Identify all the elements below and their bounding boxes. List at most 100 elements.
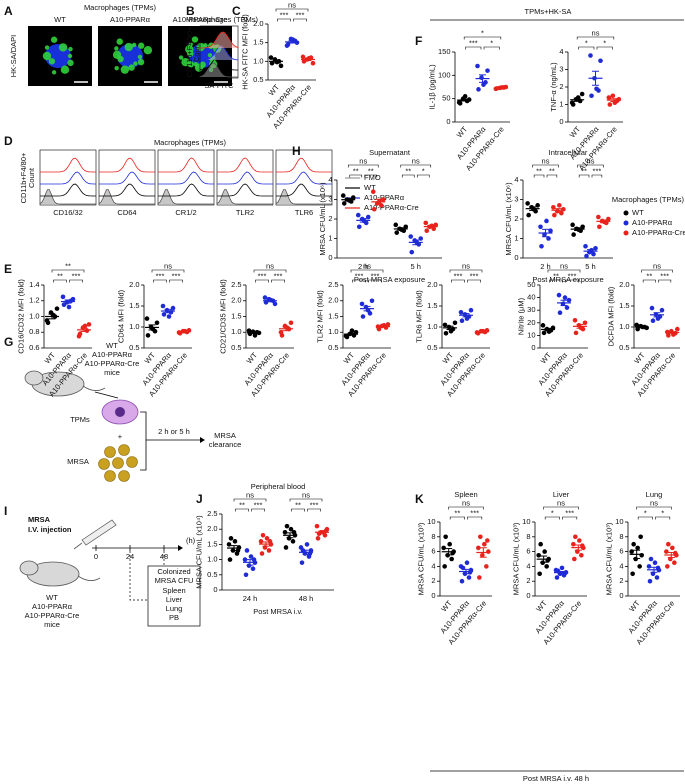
data-point [243, 572, 249, 578]
data-point [314, 523, 320, 529]
plus-sign: + [118, 432, 123, 441]
data-point [242, 557, 248, 562]
bacteria-signal [196, 42, 206, 52]
data-point [594, 86, 599, 92]
data-point [672, 560, 677, 565]
data-point [304, 542, 310, 547]
bacteria-signal [44, 45, 50, 50]
histogram-frame [275, 149, 333, 206]
y-tick-label: 2 [431, 576, 435, 585]
histogram-trace [217, 157, 273, 173]
data-point [526, 212, 531, 218]
significance-bracket [350, 269, 384, 273]
data-point [572, 556, 577, 562]
panel-letter: H [292, 144, 301, 158]
x-tick-label: 2 h [540, 262, 550, 271]
significance-bracket [233, 498, 267, 502]
significance-label: ns [542, 156, 550, 165]
data-point [418, 236, 424, 241]
image-label: A10-PPARα-Cre [173, 15, 228, 24]
marker-label: CD64 [117, 208, 136, 217]
data-point [448, 328, 454, 334]
data-point [546, 236, 551, 241]
mrsa [104, 470, 116, 482]
y-tick-label: 3 [328, 194, 332, 203]
y-tick-label: 2.0 [619, 280, 629, 289]
data-point [244, 548, 250, 553]
significance-label: ns [359, 156, 367, 165]
bacteria-signal [181, 57, 190, 67]
y-tick-label: 0.5 [207, 570, 217, 579]
significance-label: ns [363, 261, 371, 270]
legend-label: A10-PPARα-Cre [632, 228, 685, 237]
data-point [537, 571, 542, 577]
data-point [341, 201, 347, 206]
data-point [561, 206, 566, 212]
data-point [466, 575, 472, 580]
data-point [478, 534, 483, 540]
data-point [544, 564, 549, 569]
data-point [486, 549, 491, 554]
significance-label: ** [353, 166, 359, 175]
data-point [575, 95, 581, 100]
panel-letter: D [4, 134, 13, 148]
panel-letter: A [4, 4, 13, 18]
data-point [675, 326, 680, 332]
y-tick-label: 1.5 [427, 301, 437, 310]
x-tick-label: WT [439, 598, 454, 613]
y-tick-label: 2 [328, 214, 332, 223]
histogram-frame [199, 25, 239, 79]
histogram-trace [40, 157, 96, 173]
chart-title: Peripheral blood [251, 482, 306, 491]
data-point [584, 253, 589, 259]
data-point [284, 523, 290, 529]
data-point [566, 297, 572, 303]
significance-label: *** [310, 500, 319, 509]
significance-label: ns [462, 261, 470, 270]
mouse-label: A10-PPARα-Cre [85, 359, 140, 368]
box-title: Colonized [157, 567, 190, 576]
significance-label: *** [172, 271, 181, 280]
significance-label: ** [549, 166, 555, 175]
data-point [535, 203, 540, 208]
significance-bracket [637, 516, 653, 520]
y-axis-label: CD16/CD32 MFI (fold) [16, 279, 25, 354]
y-tick-label: 6 [526, 547, 530, 556]
data-point [166, 314, 172, 319]
data-point [479, 75, 484, 80]
mouse-label: mice [44, 620, 60, 629]
data-point [350, 195, 356, 200]
y-axis-label: TLR2 MFI (fold) [315, 290, 324, 343]
image-label: A10-PPARα [110, 15, 151, 24]
significance-label: ** [57, 271, 63, 280]
chart-title: Liver [553, 490, 570, 499]
significance-bracket [53, 279, 67, 283]
data-point [629, 549, 634, 554]
significance-bracket [255, 279, 269, 283]
data-point [633, 556, 638, 562]
syringe [81, 519, 117, 546]
data-point [655, 316, 661, 321]
significance-bracket [51, 269, 85, 273]
shared-x-label: Post MRSA i.v. 48 h [523, 774, 589, 783]
significance-bracket [416, 174, 430, 178]
data-point [597, 224, 602, 230]
y-tick-label: 2.0 [253, 19, 263, 28]
significance-label: *** [72, 271, 81, 280]
bacteria-signal [137, 54, 143, 60]
data-point [548, 228, 553, 233]
significance-bracket [533, 174, 545, 178]
panel-letter: G [4, 335, 13, 349]
data-point [610, 93, 616, 99]
data-point [556, 292, 562, 298]
data-point [544, 218, 549, 224]
data-point [272, 301, 278, 307]
cell-label: TPMs [70, 415, 90, 424]
data-point [648, 556, 654, 562]
data-point [340, 193, 346, 198]
data-point [360, 314, 366, 319]
organ-label: Lung [166, 604, 183, 613]
marker-label: TLR6 [295, 208, 313, 217]
panel-letter: E [4, 262, 12, 276]
data-point [484, 564, 489, 569]
